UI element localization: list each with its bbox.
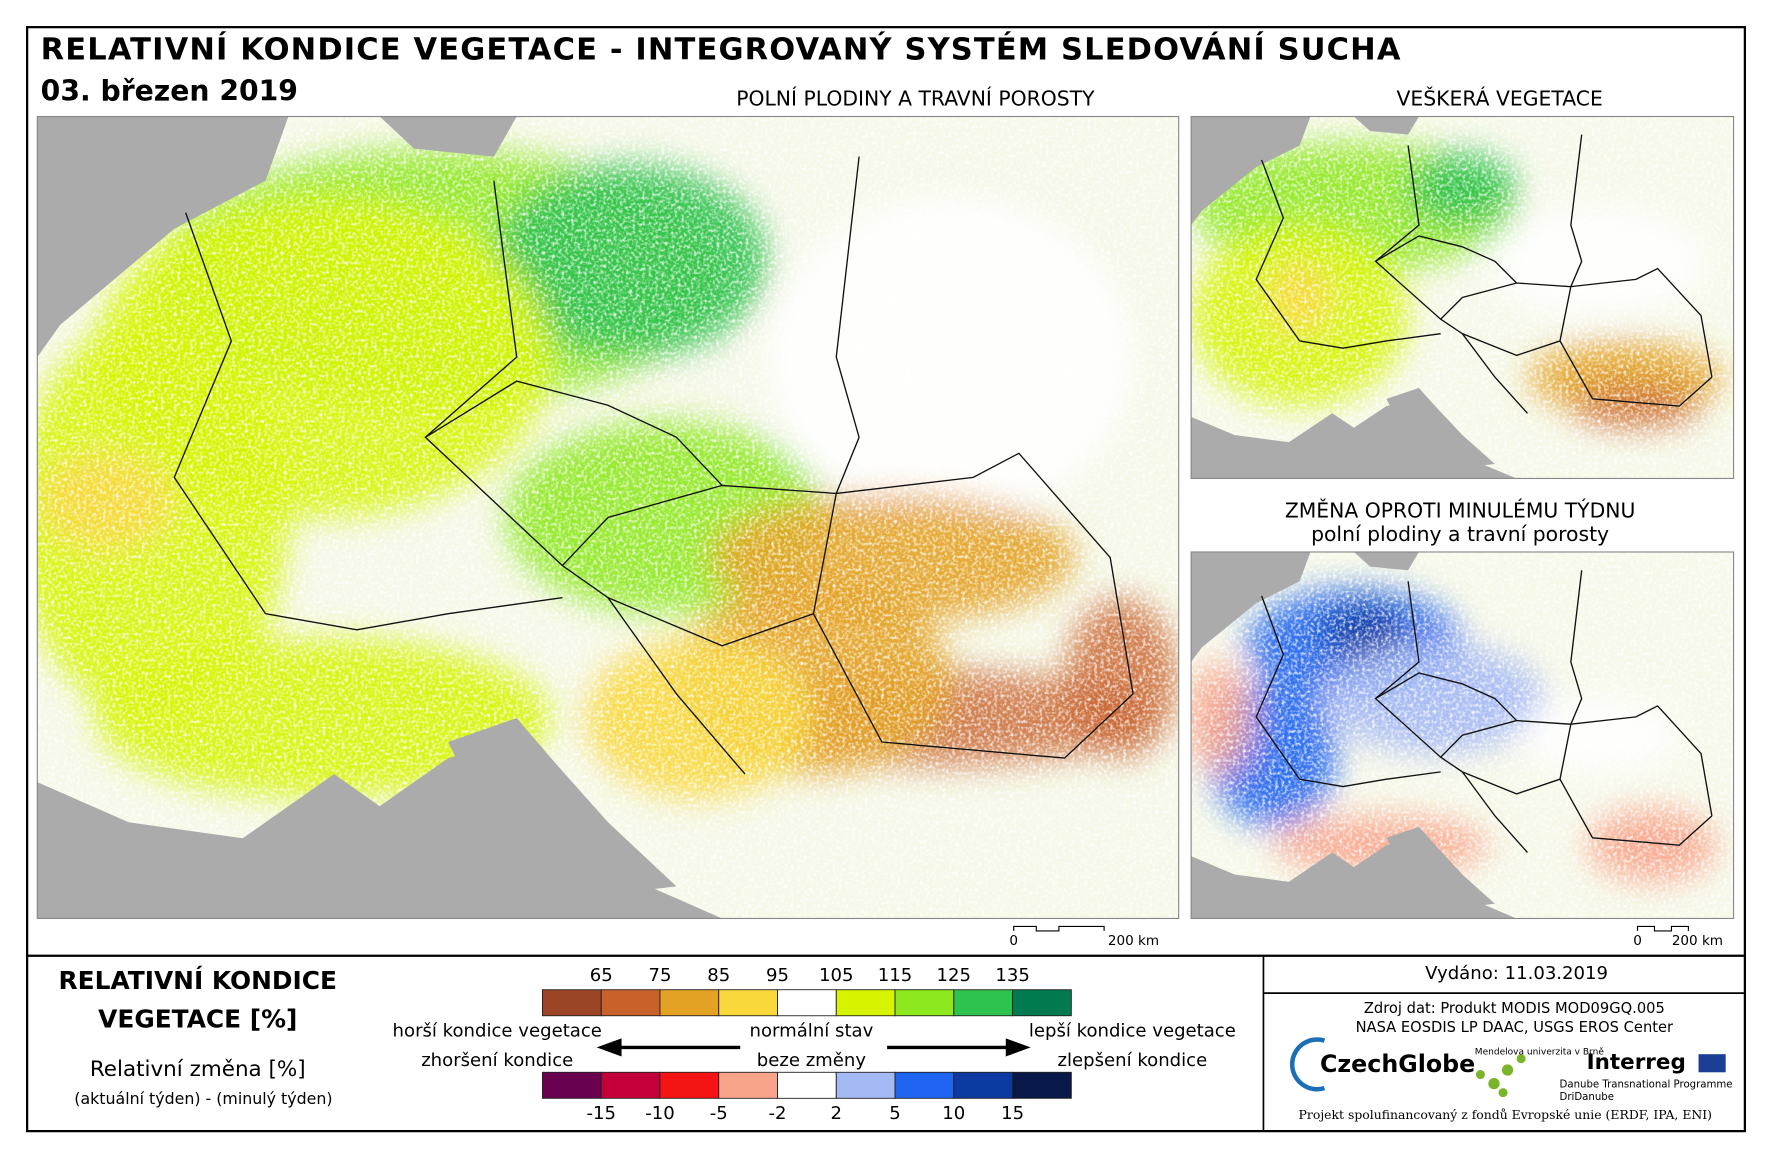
legend-swatch [600, 1071, 661, 1099]
map-panel [1191, 551, 1734, 919]
legend-swatch [541, 1071, 602, 1099]
legend-swatch [718, 1071, 778, 1099]
date: 03. březen 2019 [41, 75, 298, 108]
scalebar [1013, 925, 1689, 932]
legend-label: zhoršení kondice [421, 1050, 573, 1071]
map-sea [448, 717, 677, 895]
legend-swatch [1012, 1071, 1072, 1099]
scale-label: 200 km [1672, 933, 1723, 949]
legend-swatch [659, 989, 720, 1017]
legend-title: VEGETACE [%] [98, 1004, 297, 1033]
map-sea [1191, 837, 1517, 919]
map-sea [37, 116, 289, 358]
logo-czechglobe: CzechGlobe [1320, 1050, 1475, 1078]
legend-tick: 115 [878, 965, 913, 986]
title: RELATIVNÍ KONDICE VEGETACE - INTEGROVANÝ… [41, 30, 1402, 67]
map-sea [1353, 551, 1419, 571]
map-sea [1191, 398, 1517, 479]
logos: CzechGlobe Mendelova univerzita v Brně I… [1290, 1037, 1733, 1103]
legend-swatch [600, 989, 661, 1017]
source: Zdroj dat: Produkt MODIS MOD09GQ.005 [1364, 1000, 1665, 1017]
legend-swatch [835, 1071, 896, 1099]
map-sea [37, 742, 723, 919]
legend-tick: 15 [1001, 1103, 1024, 1124]
legend-change-subtitle: (aktuální týden) - (minulý týden) [74, 1089, 332, 1108]
legend-swatch [894, 989, 955, 1017]
panel-title: ZMĚNA OPROTI MINULÉMU TÝDNU [1285, 497, 1635, 522]
legend-tick: 5 [889, 1103, 901, 1124]
legend-swatch [777, 1071, 837, 1099]
issued: Vydáno: 11.03.2019 [1425, 963, 1608, 984]
legend-label: normální stav [750, 1021, 874, 1042]
source: NASA EOSDIS LP DAAC, USGS EROS Center [1356, 1019, 1674, 1036]
legend-swatch [718, 989, 778, 1017]
map-sea [1191, 116, 1311, 226]
legend-swatch [1012, 989, 1072, 1017]
map-borders [1255, 570, 1713, 853]
legend-title: RELATIVNÍ KONDICE [59, 966, 338, 995]
panel-subtitle: polní plodiny a travní porosty [1311, 522, 1609, 546]
legend-tick: 125 [937, 965, 972, 986]
legend-swatch [835, 989, 896, 1017]
legend: 65 75 85 95 105 115 125 135 -15 -10 -5 -2 2 5 10 15 [541, 965, 1072, 1124]
map-panel [1191, 116, 1734, 479]
panel-title: POLNÍ PLODINY A TRAVNÍ POROSTY [736, 86, 1095, 111]
logo-dridanube: DriDanube [1560, 1092, 1614, 1103]
scale-label: 0 [1633, 933, 1642, 949]
map-sea [1386, 826, 1495, 908]
legend-tick: 75 [648, 965, 671, 986]
legend-tick: 65 [590, 965, 613, 986]
legend-tick: 2 [831, 1103, 843, 1124]
legend-swatch [541, 989, 602, 1017]
legend-swatch [777, 989, 837, 1017]
legend-label: lepší kondice vegetace [1029, 1021, 1236, 1042]
scale-label: 0 [1009, 933, 1018, 949]
map-sea [1353, 116, 1419, 135]
scale-label: 200 km [1108, 933, 1159, 949]
footer: Projekt spolufinancovaný z fondů Evropsk… [1299, 1107, 1712, 1122]
map-panel [37, 116, 1179, 919]
map-borders [173, 156, 1134, 775]
logo-mendel: Mendelova univerzita v Brně [1475, 1047, 1605, 1057]
legend-swatch [953, 1071, 1014, 1099]
legend-swatch [894, 1071, 955, 1099]
legend-label: zlepšení kondice [1058, 1050, 1208, 1071]
map-frame [1190, 551, 1735, 920]
logo-danube: Danube Transnational Programme [1560, 1080, 1733, 1091]
legend-tick: -5 [710, 1103, 728, 1124]
legend-tick: 10 [942, 1103, 965, 1124]
legend-swatch [953, 989, 1014, 1017]
legend-change-title: Relativní změna [%] [90, 1057, 306, 1082]
map-sea [379, 116, 517, 157]
legend-tick: 105 [819, 965, 854, 986]
map-frame [1190, 115, 1735, 480]
legend-tick: 85 [707, 965, 730, 986]
frame [25, 26, 1747, 1133]
map-borders [1255, 134, 1713, 414]
dividers [27, 954, 1745, 1132]
legend-tick: 135 [995, 965, 1030, 986]
maps [36, 115, 1735, 920]
legend-tick: 95 [766, 965, 789, 986]
panel-title: VEŠKERÁ VEGETACE [1396, 86, 1602, 111]
map-sea [1191, 551, 1311, 662]
map-frame [36, 115, 1180, 920]
legend-tick: -10 [645, 1103, 675, 1124]
legend-swatch [659, 1071, 720, 1099]
logo-interreg: Interreg [1587, 1050, 1686, 1075]
legend-tick: -2 [768, 1103, 786, 1124]
legend-label: beze změny [757, 1050, 867, 1071]
legend-label: horší kondice vegetace [393, 1021, 602, 1042]
arrows [596, 1038, 1031, 1057]
legend-tick: -15 [586, 1103, 616, 1124]
map-sea [1386, 387, 1495, 468]
